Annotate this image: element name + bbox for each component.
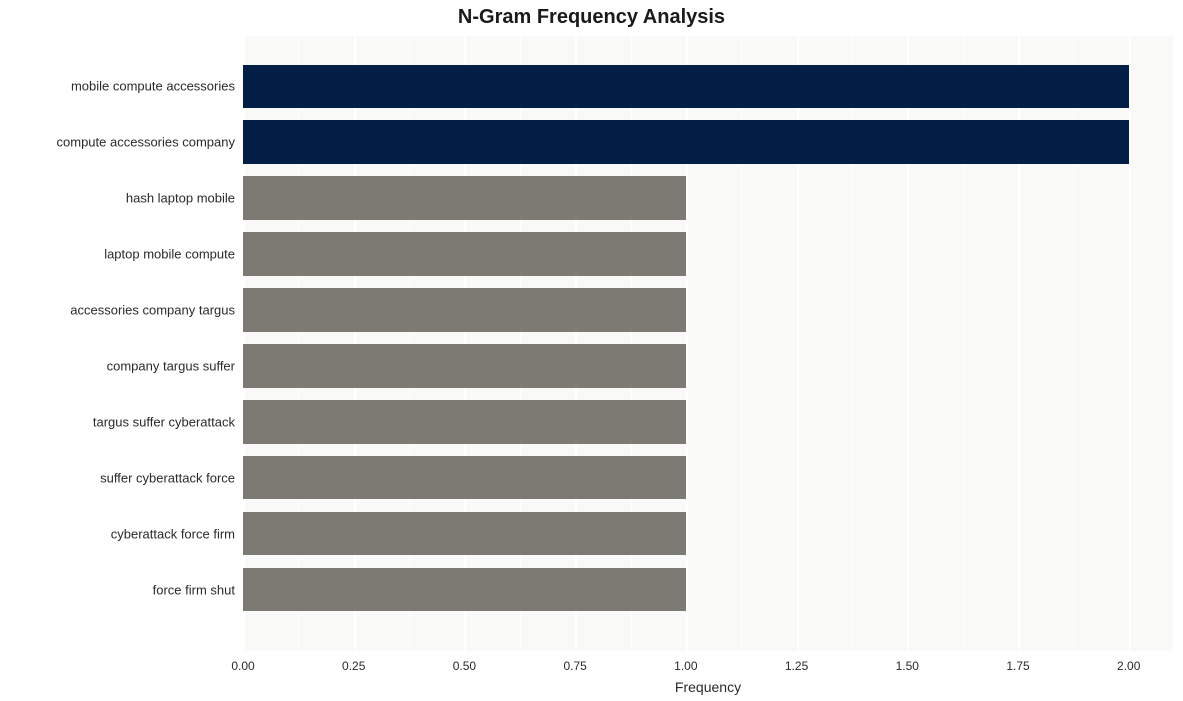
bar xyxy=(243,288,686,332)
x-axis-tick: 0.75 xyxy=(563,651,586,673)
x-axis-tick: 0.25 xyxy=(342,651,365,673)
y-axis-label: accessories company targus xyxy=(70,302,243,317)
y-axis-label: laptop mobile compute xyxy=(104,247,243,262)
bar xyxy=(243,400,686,444)
grid-line xyxy=(1129,36,1131,651)
x-axis-tick: 1.50 xyxy=(896,651,919,673)
y-axis-label: cyberattack force firm xyxy=(111,526,243,541)
y-axis-label: suffer cyberattack force xyxy=(100,470,243,485)
plot-area: mobile compute accessoriescompute access… xyxy=(243,36,1173,651)
chart-title: N-Gram Frequency Analysis xyxy=(0,6,1183,29)
bar xyxy=(243,120,1129,164)
bar xyxy=(243,232,686,276)
x-axis-tick: 1.00 xyxy=(674,651,697,673)
y-axis-label: force firm shut xyxy=(153,582,243,597)
y-axis-label: targus suffer cyberattack xyxy=(93,414,243,429)
bar xyxy=(243,512,686,556)
bar xyxy=(243,344,686,388)
bar xyxy=(243,176,686,220)
x-axis-tick: 0.50 xyxy=(453,651,476,673)
x-axis-tick: 0.00 xyxy=(231,651,254,673)
x-axis-label: Frequency xyxy=(243,679,1173,695)
x-axis-tick: 1.75 xyxy=(1006,651,1029,673)
y-axis-label: mobile compute accessories xyxy=(71,79,243,94)
y-axis-label: hash laptop mobile xyxy=(126,191,243,206)
ngram-chart: N-Gram Frequency Analysis mobile compute… xyxy=(0,0,1183,701)
x-axis-tick: 2.00 xyxy=(1117,651,1140,673)
bar xyxy=(243,456,686,500)
bar xyxy=(243,65,1129,109)
y-axis-label: company targus suffer xyxy=(107,358,243,373)
x-axis-tick: 1.25 xyxy=(785,651,808,673)
y-axis-label: compute accessories company xyxy=(57,135,243,150)
bar xyxy=(243,568,686,612)
